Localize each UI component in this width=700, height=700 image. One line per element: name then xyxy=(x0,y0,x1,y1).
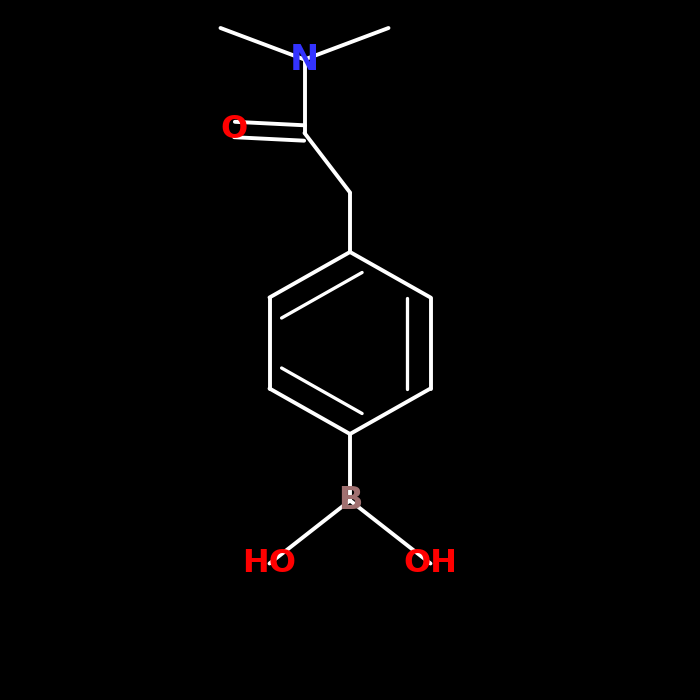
Text: OH: OH xyxy=(403,548,458,579)
Text: B: B xyxy=(338,485,362,516)
Text: O: O xyxy=(221,114,248,145)
Text: N: N xyxy=(290,43,319,76)
Text: HO: HO xyxy=(242,548,297,579)
